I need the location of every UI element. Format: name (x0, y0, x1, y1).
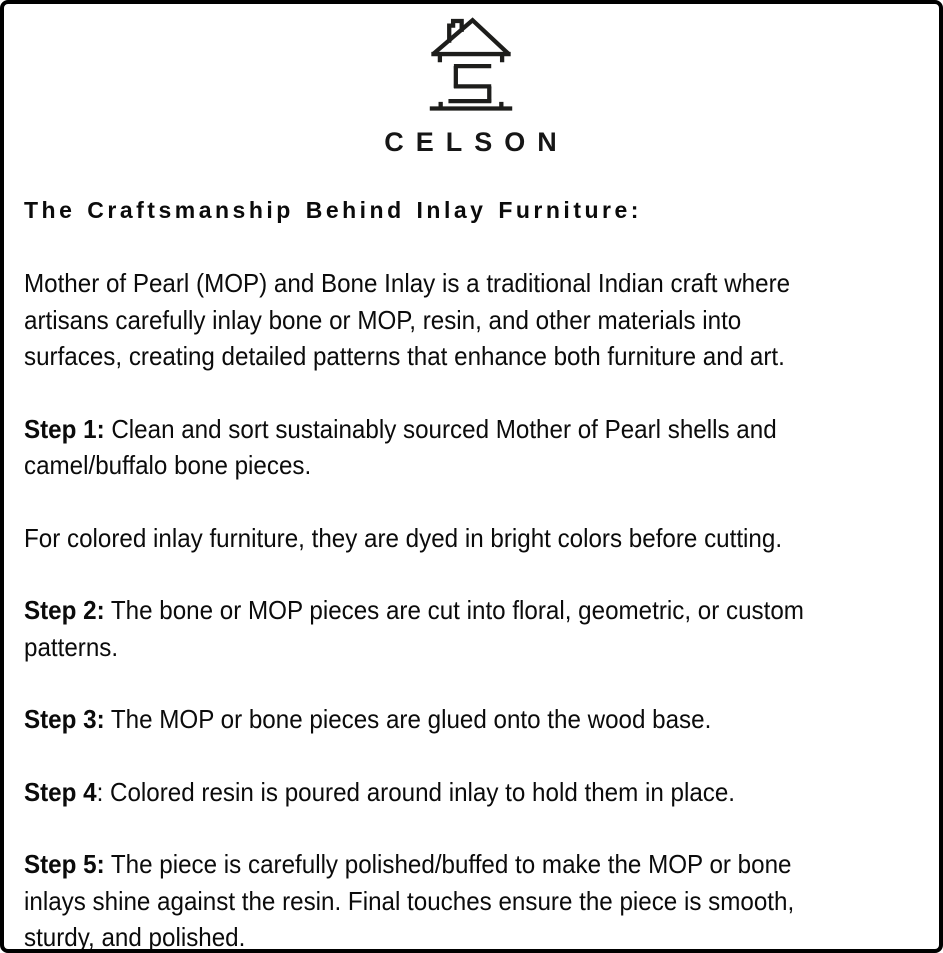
step-label: Step 2: (24, 595, 105, 625)
step-label: Step 1: (24, 413, 105, 444)
step-paragraph: Step 3: The MOP or bone pieces are glued… (24, 704, 712, 734)
brand-name: CELSON (384, 127, 569, 157)
paragraph: Mother of Pearl (MOP) and Bone Inlay is … (24, 268, 791, 371)
step-label: Step 3: (24, 704, 105, 734)
body-text: Mother of Pearl (MOP) and Bone Inlay is … (24, 265, 917, 952)
step-paragraph: Step 1: Clean and sort sustainably sourc… (24, 413, 777, 481)
brand-logo: CELSON (24, 14, 917, 159)
step-label: Step 4 (24, 776, 97, 807)
paragraph: For colored inlay furniture, they are dy… (24, 522, 783, 553)
celson-house-logo-icon (429, 17, 512, 111)
step-paragraph: Step 2: The bone or MOP pieces are cut i… (24, 595, 804, 662)
step-label: Step 5: (24, 849, 105, 879)
page-title: The Craftsmanship Behind Inlay Furniture… (24, 197, 642, 223)
step-paragraph: Step 4: Colored resin is poured around i… (24, 776, 736, 807)
step-paragraph: Step 5: The piece is carefully polished/… (24, 849, 795, 952)
